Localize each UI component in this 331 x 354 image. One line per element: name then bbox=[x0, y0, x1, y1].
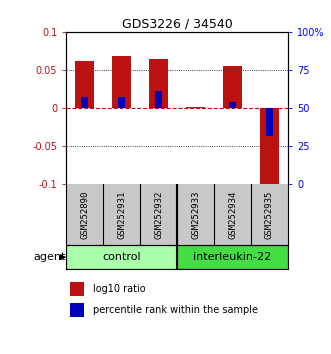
Text: log10 ratio: log10 ratio bbox=[93, 284, 145, 294]
Bar bbox=[260, 108, 279, 184]
Text: GSM252890: GSM252890 bbox=[80, 191, 89, 239]
Text: GSM252933: GSM252933 bbox=[191, 191, 200, 239]
Text: GSM252934: GSM252934 bbox=[228, 191, 237, 239]
Bar bbox=[186, 107, 205, 108]
Bar bbox=[155, 91, 162, 108]
Bar bbox=[75, 61, 94, 108]
Text: GSM252935: GSM252935 bbox=[265, 191, 274, 239]
Text: interleukin-22: interleukin-22 bbox=[193, 252, 272, 262]
Bar bbox=[149, 58, 168, 108]
Bar bbox=[118, 97, 125, 108]
Bar bbox=[66, 245, 177, 269]
Text: GSM252932: GSM252932 bbox=[154, 191, 163, 239]
Text: percentile rank within the sample: percentile rank within the sample bbox=[93, 305, 258, 315]
Bar bbox=[266, 108, 273, 136]
Bar bbox=[113, 56, 131, 108]
Bar bbox=[223, 66, 242, 108]
Text: agent: agent bbox=[33, 252, 66, 262]
Text: GSM252931: GSM252931 bbox=[117, 191, 126, 239]
Bar bbox=[177, 245, 288, 269]
Text: control: control bbox=[102, 252, 141, 262]
Bar bbox=[81, 97, 88, 108]
Bar bbox=[229, 102, 236, 108]
Title: GDS3226 / 34540: GDS3226 / 34540 bbox=[122, 18, 232, 31]
